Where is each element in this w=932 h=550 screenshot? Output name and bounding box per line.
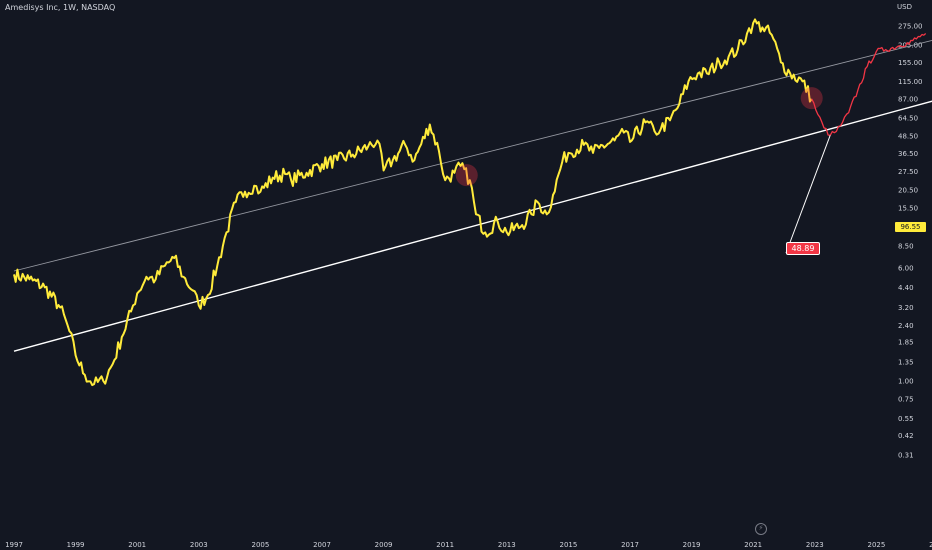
y-tick-label: 0.75	[898, 396, 914, 404]
x-tick-label: 2015	[559, 541, 577, 549]
y-tick-label: 205.00	[898, 41, 923, 49]
level-label[interactable]: 48.89	[786, 242, 820, 255]
x-tick-label: 1999	[67, 541, 85, 549]
y-tick-label: 1.35	[898, 358, 914, 366]
y-tick-label: 0.55	[898, 415, 914, 423]
y-tick-label: 0.31	[898, 451, 914, 459]
y-tick-label: 6.00	[898, 264, 914, 272]
y-tick-label: 275.00	[898, 23, 923, 31]
y-tick-label: 48.50	[898, 132, 918, 140]
y-tick-label: 4.40	[898, 284, 914, 292]
y-tick-label: 8.50	[898, 242, 914, 250]
x-tick-label: 2011	[436, 541, 454, 549]
y-tick-label: 15.50	[898, 204, 918, 212]
y-tick-label: 2.40	[898, 322, 914, 330]
x-tick-label: 2025	[867, 541, 885, 549]
y-tick-label: 155.00	[898, 59, 923, 67]
price-series[interactable]	[13, 18, 927, 387]
trendlines[interactable]	[13, 39, 932, 352]
y-tick-label: 64.50	[898, 114, 918, 122]
y-tick-label: 1.00	[898, 377, 914, 385]
y-tick-label: 87.00	[898, 95, 918, 103]
x-tick-label: 2009	[375, 541, 393, 549]
x-tick-label: 2013	[498, 541, 516, 549]
x-tick-label: 2019	[683, 541, 701, 549]
x-tick-label: 2001	[128, 541, 146, 549]
x-tick-label: 1997	[5, 541, 23, 549]
x-tick-label: 2017	[621, 541, 639, 549]
support-trendline[interactable]	[13, 100, 932, 352]
y-tick-label: 3.20	[898, 304, 914, 312]
currency-label: USD	[897, 3, 912, 11]
y-tick-label: 0.42	[898, 432, 914, 440]
highlight-circle	[455, 164, 478, 187]
y-tick-label: 36.50	[898, 150, 918, 158]
y-tick-label: 27.50	[898, 168, 918, 176]
y-tick-label: 1.85	[898, 339, 914, 347]
annotations	[455, 87, 831, 254]
channel-trendline[interactable]	[13, 39, 932, 272]
x-tick-label: 2027	[929, 541, 932, 549]
x-tick-label: 2023	[806, 541, 824, 549]
x-tick-label: 2005	[251, 541, 269, 549]
highlight-circle	[800, 87, 823, 110]
price-line[interactable]	[13, 18, 813, 387]
chart-title: Amedisys Inc, 1W, NASDAQ	[5, 3, 116, 12]
x-tick-label: 2007	[313, 541, 331, 549]
lightning-icon[interactable]: ⚡	[755, 523, 767, 535]
axis-layer: 275.00 205.00 155.00 115.00 87.00 64.50 48.50 3…	[5, 23, 932, 549]
x-tick-label: 2003	[190, 541, 208, 549]
y-tick-label: 115.00	[898, 78, 923, 86]
label-connector	[785, 135, 831, 254]
y-tick-label: 20.50	[898, 187, 918, 195]
last-price-tag: 96.55	[895, 222, 926, 232]
x-tick-label: 2021	[744, 541, 762, 549]
projection-line[interactable]	[811, 33, 927, 136]
